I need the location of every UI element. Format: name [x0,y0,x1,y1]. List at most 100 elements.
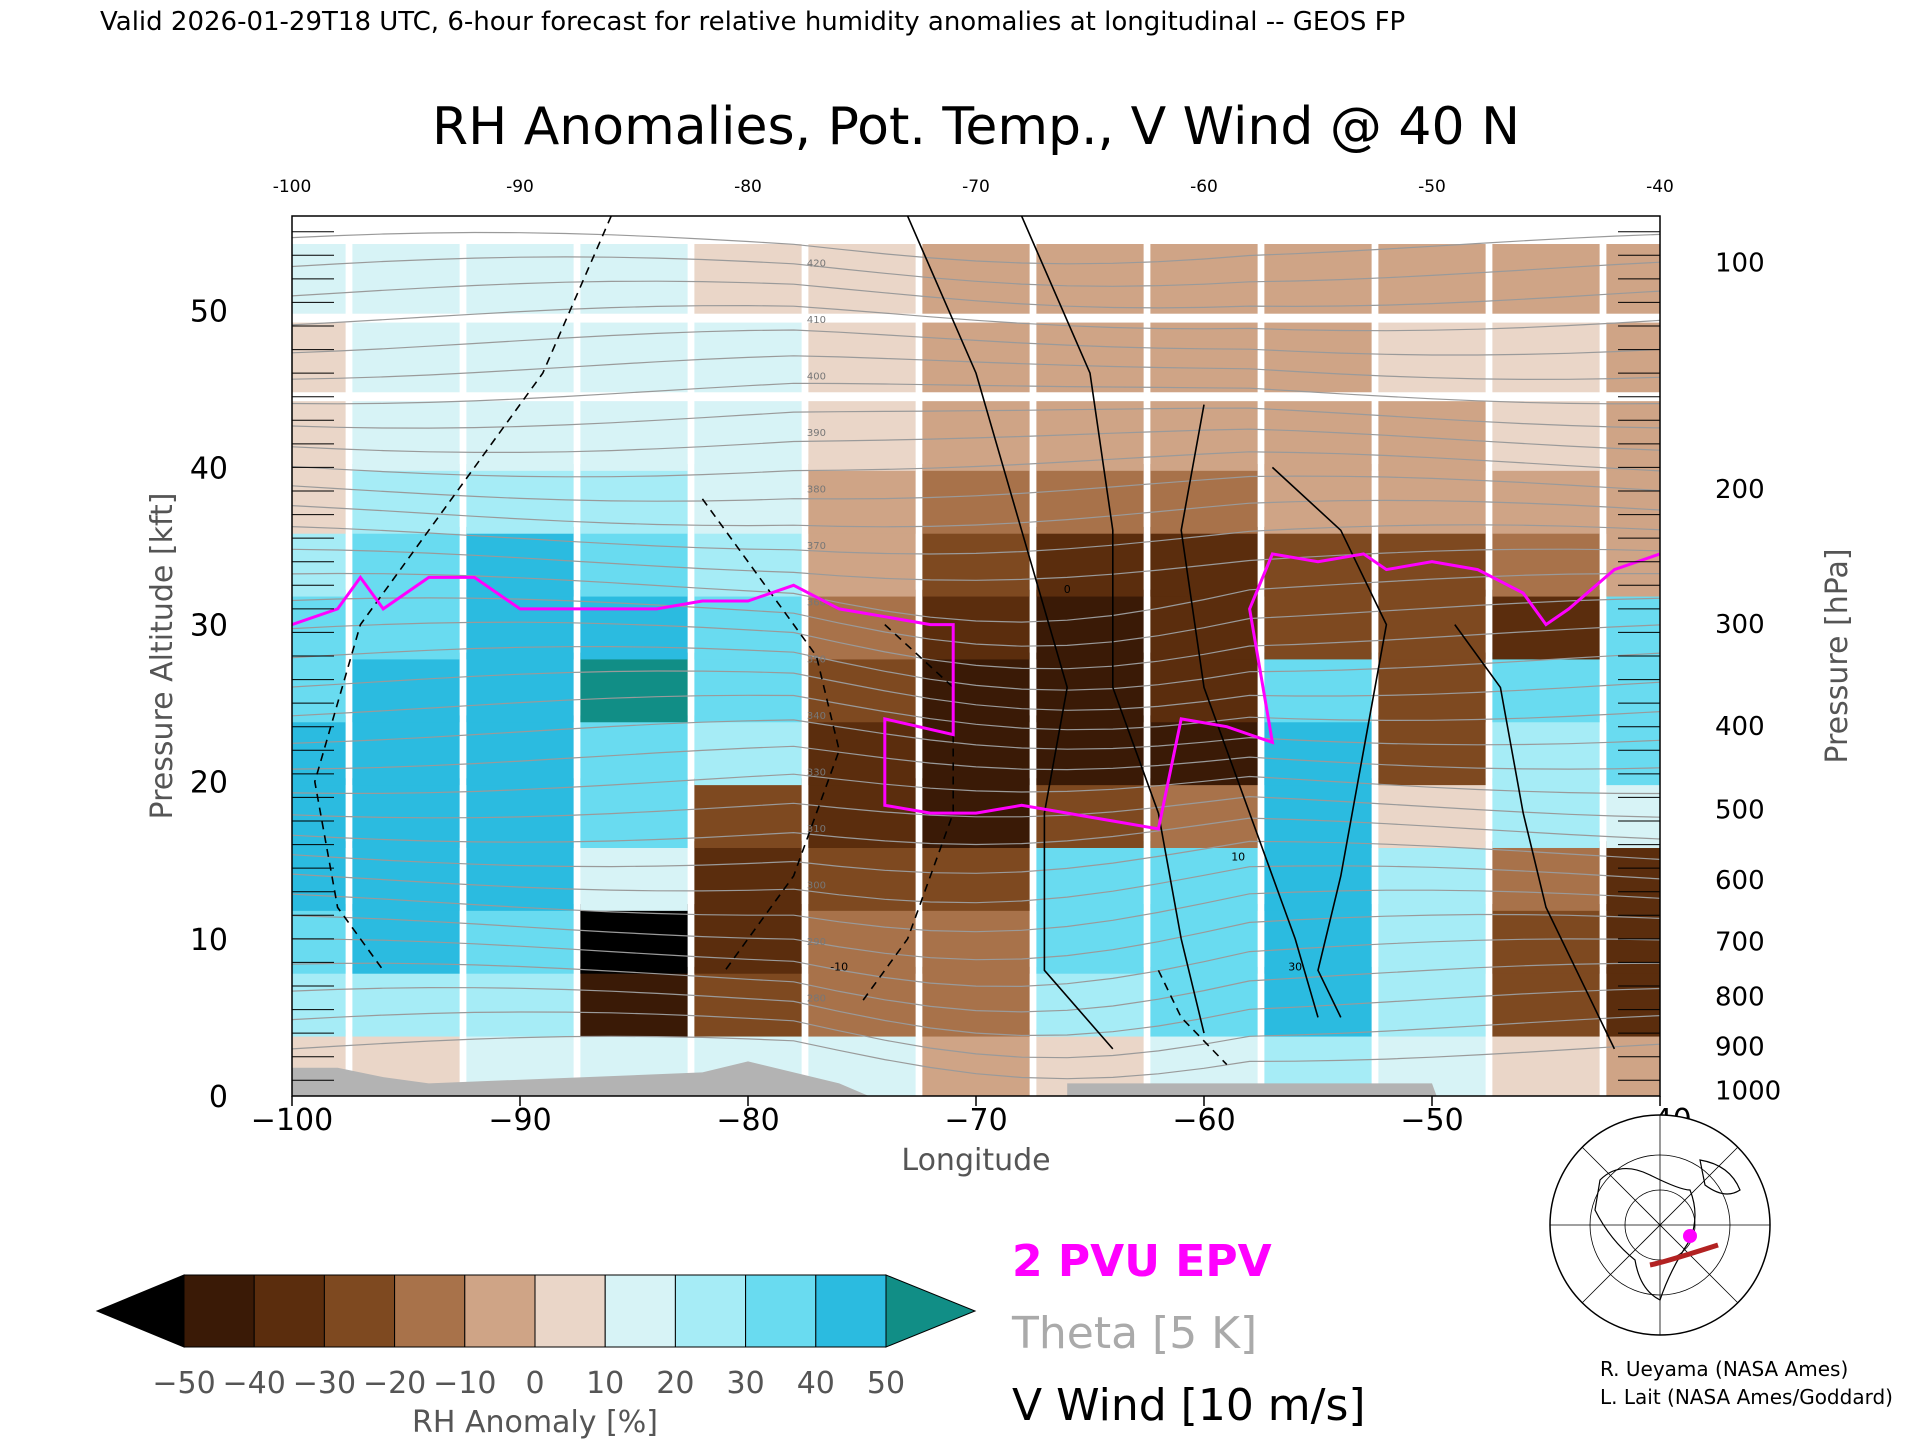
colorbar-tick-label: −50 [152,1366,215,1401]
heatmap-cell [1606,652,1660,723]
heatmap-cell [1036,244,1144,314]
theta-contour [292,694,1660,731]
heatmap-cell [1606,322,1660,393]
colorbar-segment [815,1274,887,1348]
heatmap-cell [1378,652,1486,723]
theta-contour [292,913,1660,961]
map-coastline [1699,1159,1741,1195]
heatmap-cell [808,904,916,974]
heatmap-cell [1264,589,1372,660]
theta-contour [292,524,1660,555]
theta-contour [292,865,1660,904]
heatmap-cell [466,715,574,786]
heatmap-cell [1492,464,1600,534]
heatmap-cell [1378,464,1486,534]
v-wind-contour-label: -10 [830,960,848,973]
y-tick-label: 30 [190,609,228,644]
theta-contour-label: 410 [807,315,826,326]
colorbar-segment [323,1274,396,1348]
v-wind-contour [861,624,954,1003]
heatmap-cell [1264,715,1372,786]
heatmap-cell [1150,715,1258,786]
heatmap-cell [1150,464,1258,534]
pressure-tick-label: 800 [1715,982,1765,1012]
colorbar-tick-label: −20 [363,1366,426,1401]
heatmap-cell [466,652,574,723]
heatmap-cell [1036,464,1144,534]
heatmap-cell [352,715,460,786]
theta-contour [292,621,1660,670]
top-longitude-axis: -100 -90 -80 -70 -60 -50 -40 [273,177,1674,197]
heatmap-cell [1036,401,1144,471]
theta-contour [292,1011,1660,1059]
x-tick-label: −90 [488,1103,551,1138]
pressure-tick-label: 100 [1715,249,1765,279]
theta-contour [292,938,1660,988]
terrain-fill [292,1061,1437,1096]
heatmap-cell [922,652,1030,723]
y-axis-label: Pressure Altitude [kft] [145,493,180,820]
colorbar-over-arrow [885,1274,977,1348]
theta-contour [292,407,1660,429]
x-axis: −100−90−80−70−60−50−40 [251,1096,1692,1138]
theta-contour-label: 280 [807,994,826,1005]
theta-contour [292,840,1660,874]
theta-contour [292,475,1660,502]
heatmap-cell [1150,244,1258,314]
x-tick-label: −80 [716,1103,779,1138]
heatmap-cell [1150,401,1258,471]
map-location-dot [1683,1229,1697,1243]
heatmap-cell [352,526,460,597]
colorbar-segment [464,1274,536,1348]
pressure-tick-label: 400 [1715,712,1765,742]
theta-contour-label: 390 [807,428,826,439]
colorbar: −50 −40 −30 −20 −10 0 10 20 30 40 50 [95,1274,977,1401]
heatmap-cell [922,966,1030,1037]
heatmap-cell [1492,401,1600,471]
heatmap-cell [1606,464,1660,534]
v-wind-contour-label: 30 [1288,960,1302,973]
colorbar-segment [253,1274,325,1348]
theta-contour-label: 300 [807,881,826,892]
theta-contour [292,382,1660,405]
heatmap-cell [466,904,574,974]
colorbar-segment [674,1274,747,1348]
heatmap-cell [1492,841,1600,911]
valid-time-header: Valid 2026-01-29T18 UTC, 6-hour forecast… [100,7,1405,37]
theta-contour [292,256,1660,287]
heatmap-cell [694,244,802,314]
theta-contours: 2802903003103303403503603703803904004104… [292,231,1660,1080]
heatmap-cell [1264,841,1372,911]
theta-contour [292,329,1660,356]
heatmap-cell [580,526,688,597]
v-wind-contours: -10 0 10 30 [313,216,1616,1066]
theta-contour [292,355,1660,381]
heatmap-cell [352,904,460,974]
heatmap-cell [352,401,460,471]
y-tick-label: 0 [209,1080,228,1115]
heatmap-cell [808,841,916,911]
theta-contour [292,889,1660,933]
theta-contour [292,572,1660,623]
theta-contour [292,451,1660,478]
heatmap-cell [352,778,460,848]
colorbar-tick-label: 0 [525,1366,544,1401]
heatmap-cell [1036,322,1144,393]
colorbar-segment [183,1274,255,1348]
heatmap-cell [1378,322,1486,393]
heatmap-cell [1036,904,1144,974]
heatmap-cell [1264,778,1372,848]
theta-contour [292,548,1660,581]
heatmap-cell [1036,526,1144,597]
pressure-tick-label: 700 [1715,927,1765,957]
heatmap-cell [922,904,1030,974]
theta-contour-label: 400 [807,371,826,382]
heatmap-cell [352,322,460,393]
heatmap-cell [1606,966,1660,1037]
legend-theta: Theta [5 K] [1011,1308,1257,1359]
x-tick-label: −70 [944,1103,1007,1138]
heatmap-cell [580,966,688,1037]
heatmap-cell [1264,652,1372,723]
colorbar-segment [534,1274,606,1348]
